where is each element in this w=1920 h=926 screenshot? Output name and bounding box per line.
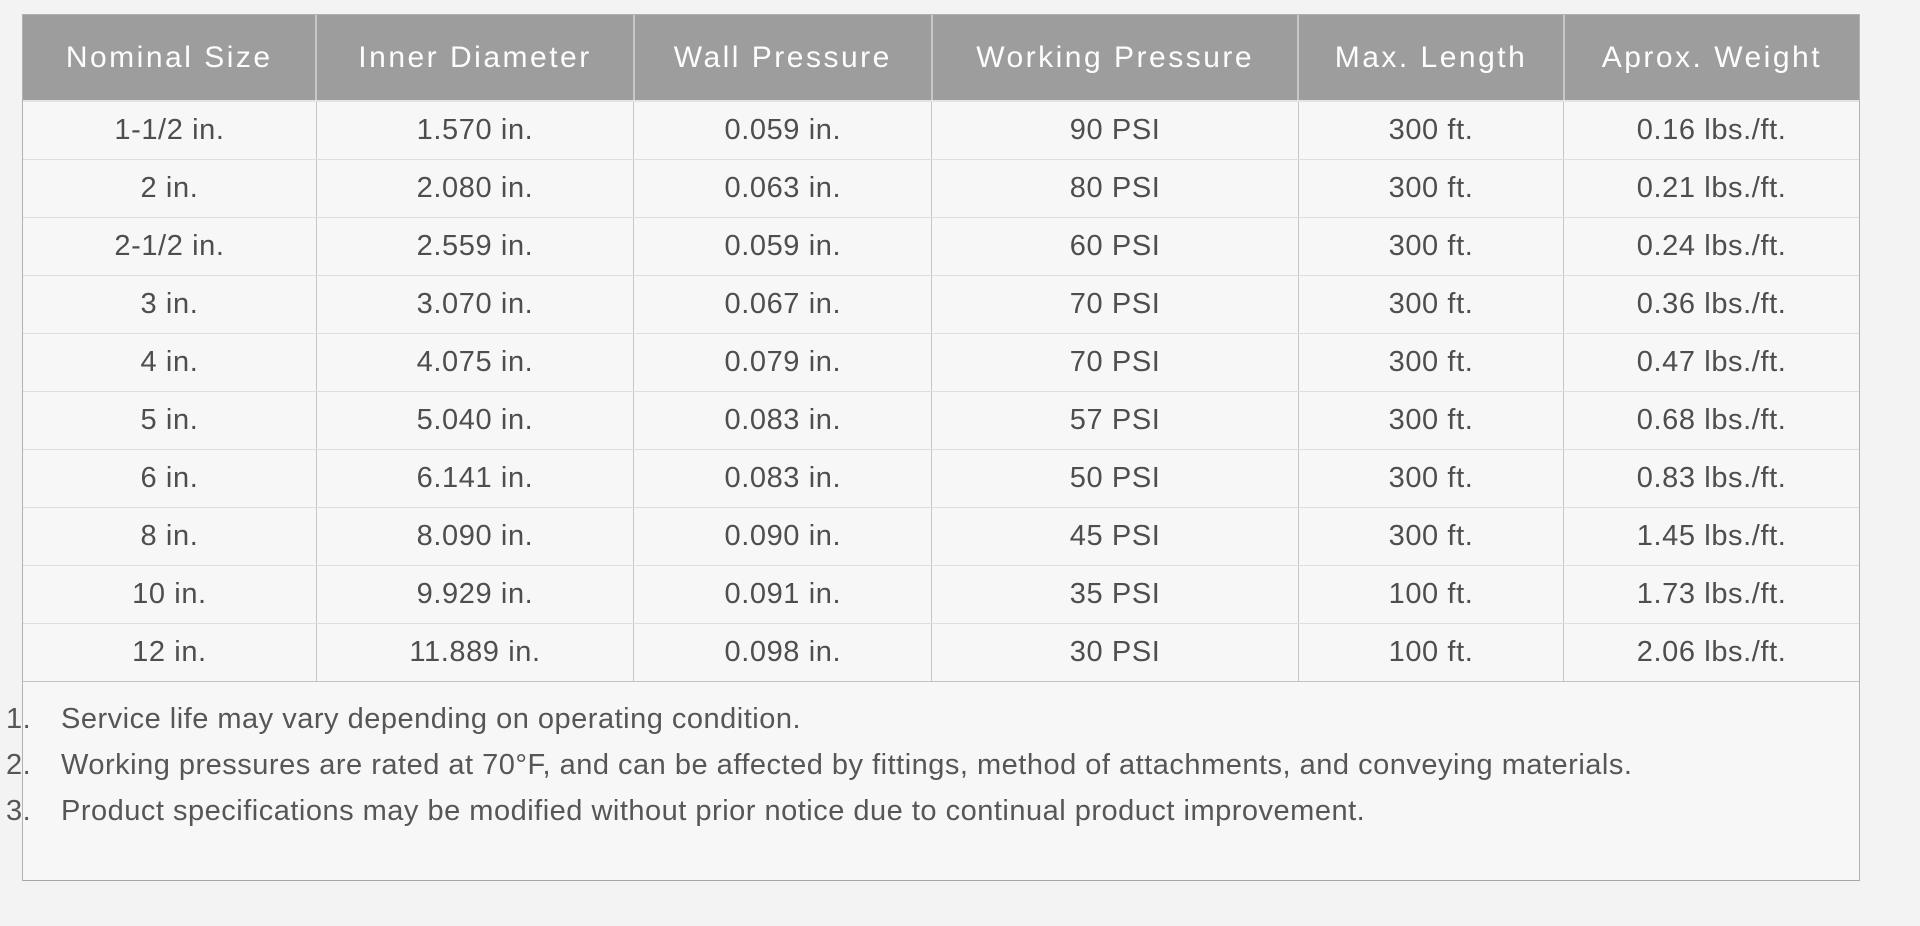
column-header: Working Pressure [930, 15, 1299, 102]
footnote-number: 2. [6, 749, 32, 781]
footnote-line: 2. Working pressures are rated at 70°F, a… [6, 742, 1839, 788]
spec-table-body: 1-1/2 in. 1.570 in. 0.059 in. 90 PSI 300 ft.… [23, 101, 1859, 682]
table-cell: 50 PSI [931, 449, 1299, 508]
table-cell: 3 in. [23, 275, 317, 334]
footnote-line: 3. Product specifications may be modified… [6, 788, 1839, 834]
table-cell: 300 ft. [1297, 449, 1564, 508]
table-cell: 90 PSI [931, 101, 1299, 160]
table-row: 2 in. 2.080 in. 0.063 in. 80 PSI 300 ft. 0.21… [23, 159, 1859, 218]
table-cell: 0.098 in. [633, 623, 932, 682]
table-row: 12 in. 11.889 in. 0.098 in. 30 PSI 100 ft. 2.… [23, 623, 1859, 682]
table-cell: 100 ft. [1297, 623, 1564, 682]
footnote-text: Product specifications may be modified w… [61, 795, 1366, 827]
table-cell: 0.063 in. [633, 159, 932, 218]
table-row: 6 in. 6.141 in. 0.083 in. 50 PSI 300 ft. 0.83… [23, 449, 1859, 508]
table-cell: 2.559 in. [315, 217, 634, 276]
table-cell: 45 PSI [931, 507, 1299, 566]
footnote-text: Service life may vary depending on opera… [61, 703, 802, 735]
table-cell: 0.16 lbs./ft. [1563, 101, 1859, 160]
table-cell: 0.083 in. [633, 449, 932, 508]
table-cell: 70 PSI [931, 333, 1299, 392]
table-cell: 2 in. [23, 159, 317, 218]
footnote-number: 1. [6, 703, 32, 735]
footnotes: 1. Service life may vary depending on ope… [6, 682, 1859, 834]
table-cell: 300 ft. [1297, 159, 1564, 218]
table-cell: 0.067 in. [633, 275, 932, 334]
table-cell: 8.090 in. [315, 507, 634, 566]
table-row: 8 in. 8.090 in. 0.090 in. 45 PSI 300 ft. 1.45… [23, 507, 1859, 566]
table-cell: 0.21 lbs./ft. [1563, 159, 1859, 218]
table-cell: 57 PSI [931, 391, 1299, 450]
spec-table: Nominal Size Inner Diameter Wall Pressure W… [23, 15, 1859, 682]
table-cell: 0.24 lbs./ft. [1563, 217, 1859, 276]
table-cell: 70 PSI [931, 275, 1299, 334]
table-cell: 5 in. [23, 391, 317, 450]
table-cell: 6 in. [23, 449, 317, 508]
table-cell: 300 ft. [1297, 101, 1564, 160]
table-cell: 3.070 in. [315, 275, 634, 334]
table-cell: 5.040 in. [315, 391, 634, 450]
column-header: Wall Pressure [632, 15, 932, 102]
table-cell: 0.091 in. [633, 565, 932, 624]
table-row: 4 in. 4.075 in. 0.079 in. 70 PSI 300 ft. 0.47… [23, 333, 1859, 392]
table-cell: 11.889 in. [315, 623, 634, 682]
table-cell: 8 in. [23, 507, 317, 566]
table-cell: 0.059 in. [633, 217, 932, 276]
table-cell: 1-1/2 in. [23, 101, 317, 160]
table-cell: 35 PSI [931, 565, 1299, 624]
table-cell: 6.141 in. [315, 449, 634, 508]
table-cell: 300 ft. [1297, 333, 1564, 392]
table-cell: 300 ft. [1297, 391, 1564, 450]
table-cell: 0.36 lbs./ft. [1563, 275, 1859, 334]
spec-panel: Nominal Size Inner Diameter Wall Pressure W… [6, 14, 1860, 881]
footnote-number: 3. [6, 795, 32, 827]
table-cell: 0.090 in. [633, 507, 932, 566]
table-cell: 4 in. [23, 333, 317, 392]
table-cell: 0.083 in. [633, 391, 932, 450]
table-row: 10 in. 9.929 in. 0.091 in. 35 PSI 100 ft. 1.7… [23, 565, 1859, 624]
column-header: Max. Length [1297, 15, 1564, 102]
footnote-text: Working pressures are rated at 70°F, and… [61, 749, 1633, 781]
table-cell: 0.83 lbs./ft. [1563, 449, 1859, 508]
table-cell: 2-1/2 in. [23, 217, 317, 276]
table-row: 1-1/2 in. 1.570 in. 0.059 in. 90 PSI 300 ft.… [23, 101, 1859, 160]
table-cell: 0.68 lbs./ft. [1563, 391, 1859, 450]
header-row: Nominal Size Inner Diameter Wall Pressure W… [23, 15, 1859, 102]
spec-table-head: Nominal Size Inner Diameter Wall Pressure W… [23, 15, 1859, 102]
column-header: Nominal Size [23, 15, 317, 102]
table-cell: 0.47 lbs./ft. [1563, 333, 1859, 392]
table-cell: 2.06 lbs./ft. [1563, 623, 1859, 682]
table-cell: 300 ft. [1297, 507, 1564, 566]
table-cell: 30 PSI [931, 623, 1299, 682]
table-cell: 2.080 in. [315, 159, 634, 218]
table-row: 2-1/2 in. 2.559 in. 0.059 in. 60 PSI 300 ft.… [23, 217, 1859, 276]
table-row: 5 in. 5.040 in. 0.083 in. 57 PSI 300 ft. 0.68… [23, 391, 1859, 450]
table-row: 3 in. 3.070 in. 0.067 in. 70 PSI 300 ft. 0.36… [23, 275, 1859, 334]
table-cell: 1.45 lbs./ft. [1563, 507, 1859, 566]
column-header: Inner Diameter [315, 15, 634, 102]
table-cell: 12 in. [23, 623, 317, 682]
table-cell: 1.570 in. [315, 101, 634, 160]
table-cell: 10 in. [23, 565, 317, 624]
footnote-line: 1. Service life may vary depending on ope… [6, 696, 1839, 742]
table-cell: 300 ft. [1297, 217, 1564, 276]
table-cell: 0.079 in. [633, 333, 932, 392]
table-cell: 0.059 in. [633, 101, 932, 160]
column-header: Aprox. Weight [1562, 15, 1859, 102]
table-cell: 100 ft. [1297, 565, 1564, 624]
table-cell: 4.075 in. [315, 333, 634, 392]
table-cell: 9.929 in. [315, 565, 634, 624]
table-cell: 1.73 lbs./ft. [1563, 565, 1859, 624]
table-cell: 80 PSI [931, 159, 1299, 218]
table-cell: 60 PSI [931, 217, 1299, 276]
table-cell: 300 ft. [1297, 275, 1564, 334]
